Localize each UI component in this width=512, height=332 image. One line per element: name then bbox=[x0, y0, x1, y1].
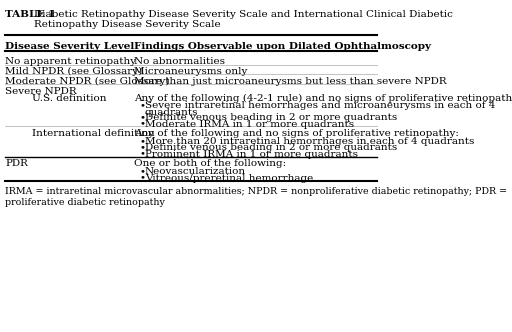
Text: Microaneurysms only: Microaneurysms only bbox=[134, 67, 248, 76]
Text: No abnormalities: No abnormalities bbox=[134, 57, 225, 66]
Text: •: • bbox=[140, 113, 146, 122]
Text: IRMA = intraretinal microvascular abnormalities; NPDR = nonproliferative diabeti: IRMA = intraretinal microvascular abnorm… bbox=[5, 187, 507, 207]
Text: International definition: International definition bbox=[32, 129, 155, 138]
Text: Severe intraretinal hemorrhages and microaneurysms in each of 4: Severe intraretinal hemorrhages and micr… bbox=[145, 102, 495, 111]
Text: •: • bbox=[140, 149, 146, 159]
Text: Any of the following (4-2-1 rule) and no signs of proliferative retinopathy:: Any of the following (4-2-1 rule) and no… bbox=[134, 94, 512, 103]
Text: Definite venous beading in 2 or more quadrants: Definite venous beading in 2 or more qua… bbox=[145, 113, 397, 122]
Text: Disease Severity Level: Disease Severity Level bbox=[5, 42, 135, 50]
Text: One or both of the following:: One or both of the following: bbox=[134, 159, 286, 168]
Text: Moderate IRMA in 1 or more quadrants: Moderate IRMA in 1 or more quadrants bbox=[145, 120, 354, 128]
Text: Any of the following and no signs of proliferative retinopathy:: Any of the following and no signs of pro… bbox=[134, 129, 459, 138]
Text: More than just microaneurysms but less than severe NPDR: More than just microaneurysms but less t… bbox=[134, 77, 447, 86]
Text: TABLE 1: TABLE 1 bbox=[5, 10, 55, 19]
Text: •: • bbox=[140, 174, 146, 183]
Text: •: • bbox=[140, 167, 146, 176]
Text: More than 20 intraretinal hemorrhages in each of 4 quadrants: More than 20 intraretinal hemorrhages in… bbox=[145, 137, 474, 146]
Text: Diabetic Retinopathy Disease Severity Scale and International Clinical Diabetic
: Diabetic Retinopathy Disease Severity Sc… bbox=[34, 10, 453, 29]
Text: No apparent retinopathy: No apparent retinopathy bbox=[5, 57, 136, 66]
Text: Mild NPDR (see Glossary): Mild NPDR (see Glossary) bbox=[5, 67, 142, 76]
Text: quadrants: quadrants bbox=[145, 108, 198, 117]
Text: •: • bbox=[140, 143, 146, 152]
Text: Vitreous/preretinal hemorrhage: Vitreous/preretinal hemorrhage bbox=[145, 174, 313, 183]
Text: Findings Observable upon Dilated Ophthalmoscopy: Findings Observable upon Dilated Ophthal… bbox=[134, 42, 431, 50]
Text: U.S. definition: U.S. definition bbox=[32, 94, 106, 103]
Text: PDR: PDR bbox=[5, 159, 28, 168]
Text: Moderate NPDR (see Glossary): Moderate NPDR (see Glossary) bbox=[5, 77, 169, 86]
Text: Definite venous beading in 2 or more quadrants: Definite venous beading in 2 or more qua… bbox=[145, 143, 397, 152]
Text: •: • bbox=[140, 137, 146, 146]
Text: •: • bbox=[140, 102, 146, 111]
Text: Neovascularization: Neovascularization bbox=[145, 167, 246, 176]
Text: •: • bbox=[140, 120, 146, 128]
Text: Prominent IRMA in 1 or more quadrants: Prominent IRMA in 1 or more quadrants bbox=[145, 149, 358, 159]
Text: Severe NPDR: Severe NPDR bbox=[5, 87, 77, 96]
